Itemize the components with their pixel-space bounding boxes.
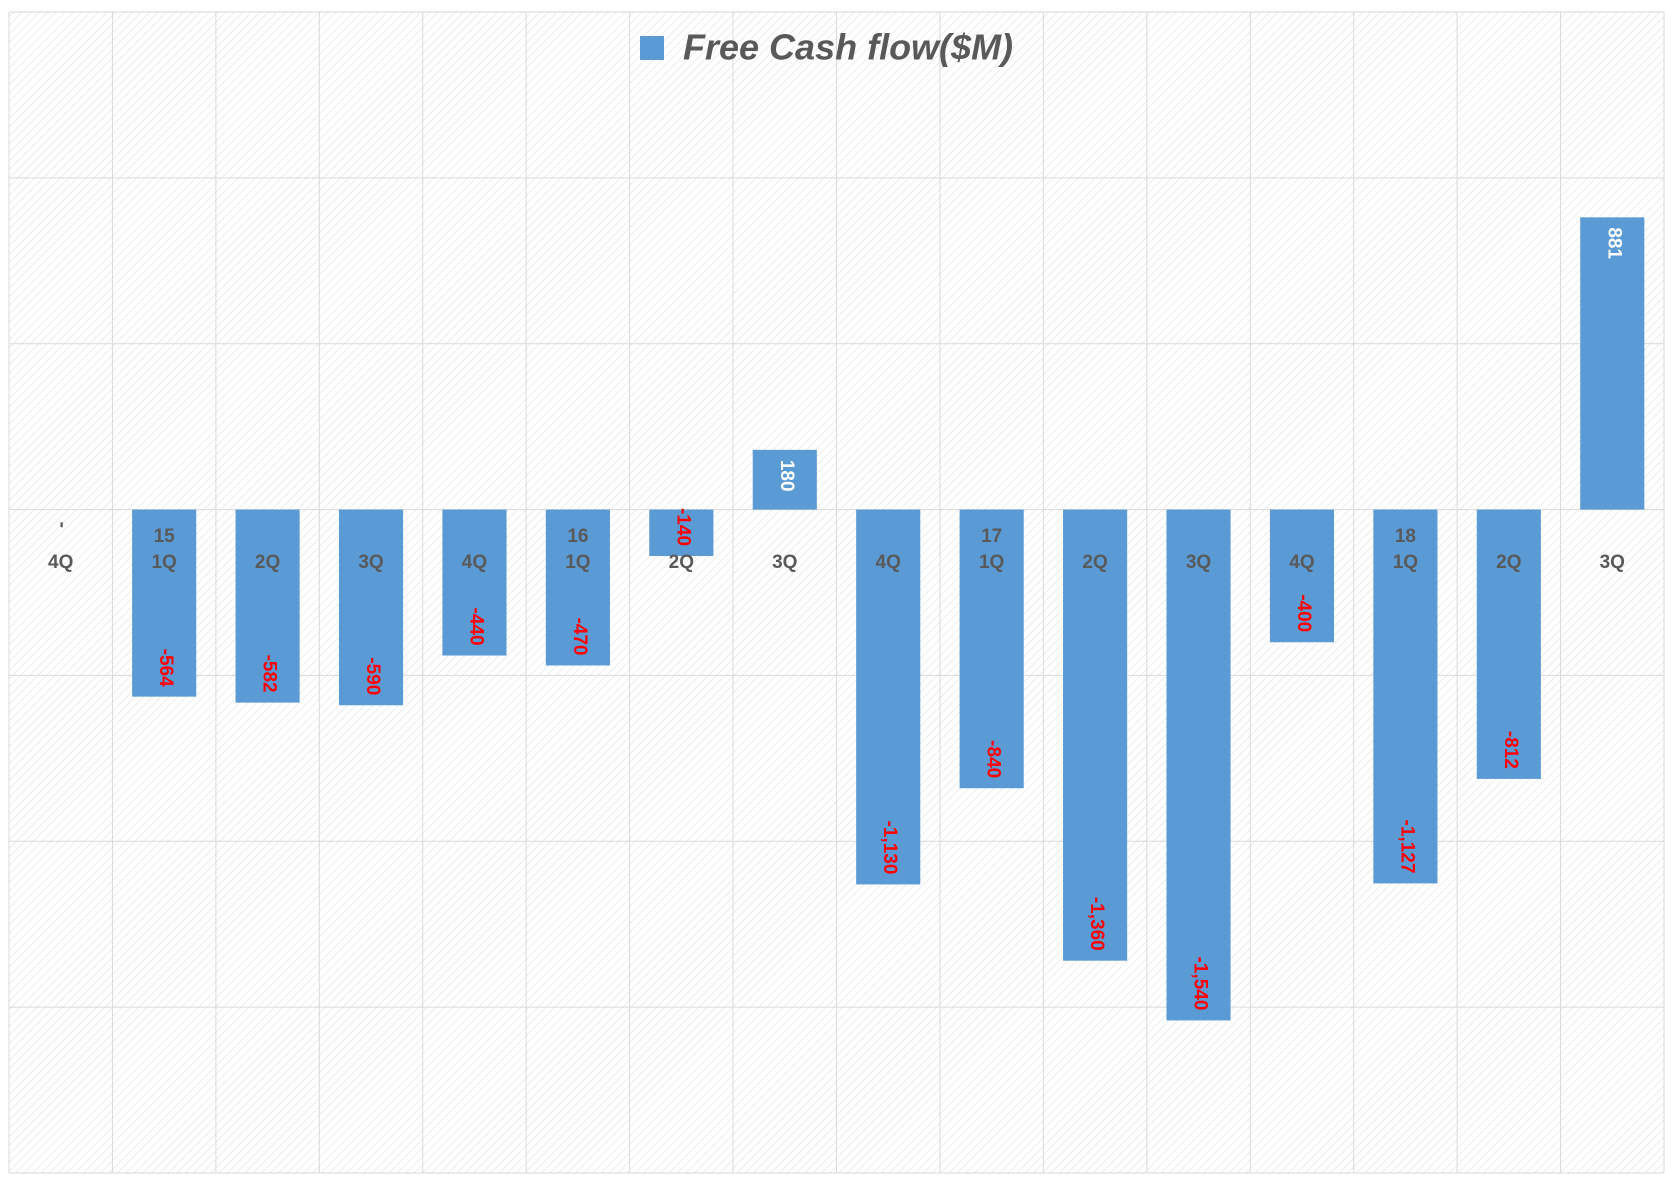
value-label: -400 xyxy=(1293,594,1314,632)
bar xyxy=(959,509,1024,789)
bar xyxy=(856,509,921,885)
x-tick-label: 4Q xyxy=(1289,552,1314,573)
x-tick-label: 1Q xyxy=(979,552,1004,573)
x-tick-label: 2Q xyxy=(255,552,280,573)
bar xyxy=(1063,509,1128,961)
bar xyxy=(132,509,197,697)
bar xyxy=(1580,217,1645,510)
x-tick-label: 1Q xyxy=(151,552,176,573)
year-label: 16 xyxy=(567,526,588,547)
bar xyxy=(1476,509,1541,779)
year-label: 17 xyxy=(981,526,1002,547)
x-tick-label: 3Q xyxy=(1600,552,1625,573)
value-label: -1,360 xyxy=(1086,897,1107,951)
x-tick-label: 1Q xyxy=(1393,552,1418,573)
bar xyxy=(1166,509,1231,1021)
value-label: -470 xyxy=(569,617,590,655)
bar xyxy=(752,449,817,510)
value-label: -812 xyxy=(1500,731,1521,769)
value-label: -590 xyxy=(362,657,383,695)
x-tick-label: 3Q xyxy=(1186,552,1211,573)
value-label: -140 xyxy=(672,508,693,546)
value-label: -440 xyxy=(465,607,486,645)
value-label: -1,540 xyxy=(1190,957,1211,1011)
x-tick-label: 2Q xyxy=(669,552,694,573)
value-label: 180 xyxy=(776,460,797,492)
x-tick-label: 1Q xyxy=(565,552,590,573)
year-label: 18 xyxy=(1395,526,1416,547)
bar xyxy=(235,509,300,703)
legend-label: Free Cash flow($M) xyxy=(683,27,1013,68)
x-tick-label: 4Q xyxy=(876,552,901,573)
value-label: - xyxy=(52,522,73,528)
value-label: -1,130 xyxy=(879,821,900,875)
bar xyxy=(649,509,714,557)
x-tick-label: 4Q xyxy=(462,552,487,573)
x-tick-label: 2Q xyxy=(1496,552,1521,573)
bar xyxy=(338,509,404,706)
bar xyxy=(1269,509,1335,643)
value-label: -1,127 xyxy=(1396,820,1417,874)
year-label: 15 xyxy=(154,526,176,547)
bar xyxy=(442,509,507,656)
value-label: -564 xyxy=(155,649,176,687)
x-tick-label: 3Q xyxy=(772,552,797,573)
bar xyxy=(1373,509,1438,884)
value-label: -840 xyxy=(983,740,1004,778)
x-tick-label: 2Q xyxy=(1082,552,1107,573)
bar xyxy=(545,509,610,666)
x-tick-label: 3Q xyxy=(358,552,383,573)
value-label: 881 xyxy=(1603,227,1624,259)
value-label: -582 xyxy=(259,655,280,693)
legend-swatch xyxy=(640,36,664,60)
x-tick-label: 4Q xyxy=(48,552,73,573)
